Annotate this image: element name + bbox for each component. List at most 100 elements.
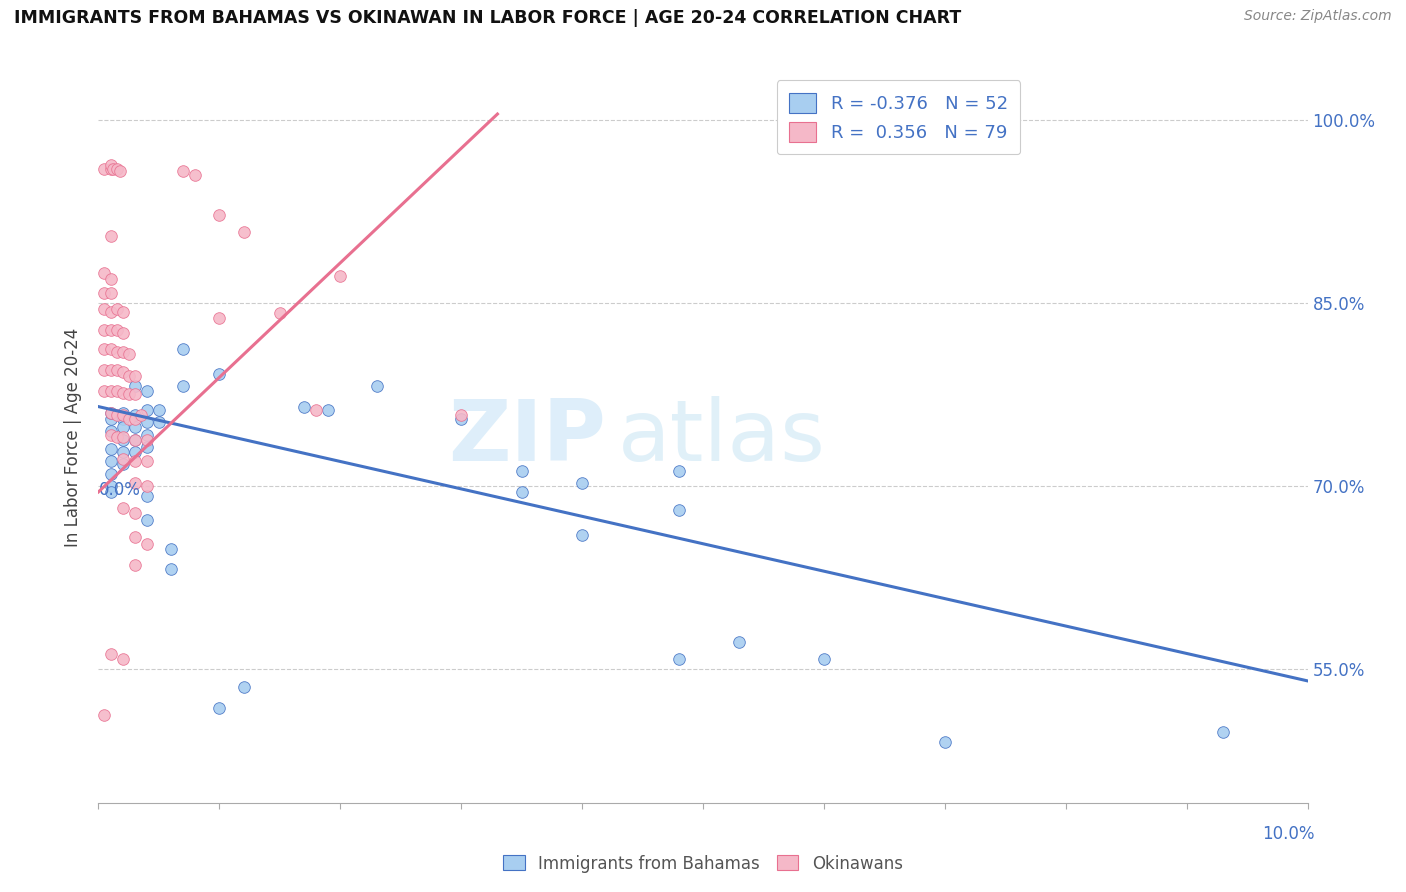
Point (105, 430, 128, 444)
Point (124, 433, 146, 447)
Point (148, 416, 170, 430)
Point (100, 442, 122, 457)
Point (172, 379, 194, 393)
Point (124, 476, 146, 491)
Point (101, 161, 124, 176)
Legend: Immigrants from Bahamas, Okinawans: Immigrants from Bahamas, Okinawans (496, 848, 910, 880)
Point (450, 412, 472, 426)
Point (135, 454, 157, 468)
Point (100, 384, 122, 398)
Point (105, 408, 128, 422)
Y-axis label: In Labor Force | Age 20-24: In Labor Force | Age 20-24 (65, 327, 83, 547)
Point (135, 433, 157, 447)
Point (118, 412, 141, 426)
Text: atlas: atlas (619, 395, 827, 479)
Point (208, 367, 231, 381)
Point (813, 652, 835, 666)
Point (129, 408, 152, 422)
Point (100, 229, 122, 244)
Point (160, 562, 183, 576)
Point (124, 387, 146, 401)
Point (934, 735, 956, 749)
Point (172, 164, 194, 178)
Point (105, 323, 128, 337)
Point (111, 433, 134, 447)
Point (93, 286, 115, 301)
Point (208, 208, 231, 222)
Point (111, 406, 134, 420)
Point (100, 427, 122, 442)
Point (93, 161, 115, 176)
Point (105, 302, 128, 317)
Point (571, 527, 593, 541)
Point (124, 420, 146, 434)
Point (292, 400, 315, 414)
Point (118, 387, 141, 401)
Point (510, 485, 533, 500)
Point (111, 457, 134, 471)
Point (124, 444, 146, 458)
Point (510, 464, 533, 478)
Text: IMMIGRANTS FROM BAHAMAS VS OKINAWAN IN LABOR FORCE | AGE 20-24 CORRELATION CHART: IMMIGRANTS FROM BAHAMAS VS OKINAWAN IN L… (14, 9, 962, 27)
Point (172, 343, 194, 357)
Point (668, 503, 690, 517)
Point (93, 266, 115, 280)
Text: 0.0%: 0.0% (98, 481, 141, 499)
Point (100, 485, 122, 500)
Point (111, 430, 134, 444)
Point (728, 635, 751, 649)
Point (93, 384, 115, 398)
Point (668, 464, 690, 478)
Point (93, 708, 115, 723)
Point (108, 164, 131, 178)
Point (474, 822, 496, 837)
Point (124, 379, 146, 393)
Point (135, 479, 157, 493)
Point (232, 680, 254, 694)
Point (111, 420, 134, 434)
Point (100, 406, 122, 420)
Point (93, 323, 115, 337)
Point (124, 412, 146, 426)
Point (135, 537, 157, 551)
Point (305, 403, 328, 417)
Point (124, 408, 146, 422)
Point (118, 369, 141, 384)
Point (100, 363, 122, 377)
Point (208, 700, 231, 714)
Point (135, 403, 157, 417)
Point (124, 454, 146, 468)
Point (124, 506, 146, 520)
Point (1212, 725, 1234, 739)
Point (100, 454, 122, 468)
Point (111, 408, 134, 422)
Point (135, 513, 157, 527)
Point (124, 369, 146, 384)
Point (135, 427, 157, 442)
Point (100, 467, 122, 481)
Point (668, 652, 690, 666)
Point (111, 652, 134, 666)
Point (111, 366, 134, 380)
Point (124, 433, 146, 447)
Point (111, 500, 134, 515)
Point (135, 489, 157, 503)
Point (100, 323, 122, 337)
Point (160, 542, 183, 557)
Point (135, 416, 157, 430)
Point (111, 444, 134, 458)
Point (329, 269, 352, 284)
Point (135, 384, 157, 398)
Point (111, 326, 134, 341)
Point (124, 558, 146, 573)
Point (100, 412, 122, 426)
Point (118, 347, 141, 361)
Point (105, 161, 128, 176)
Point (208, 310, 231, 325)
Point (100, 406, 122, 420)
Point (100, 479, 122, 493)
Point (100, 343, 122, 357)
Point (111, 412, 134, 426)
Point (232, 225, 254, 239)
Point (148, 403, 170, 417)
